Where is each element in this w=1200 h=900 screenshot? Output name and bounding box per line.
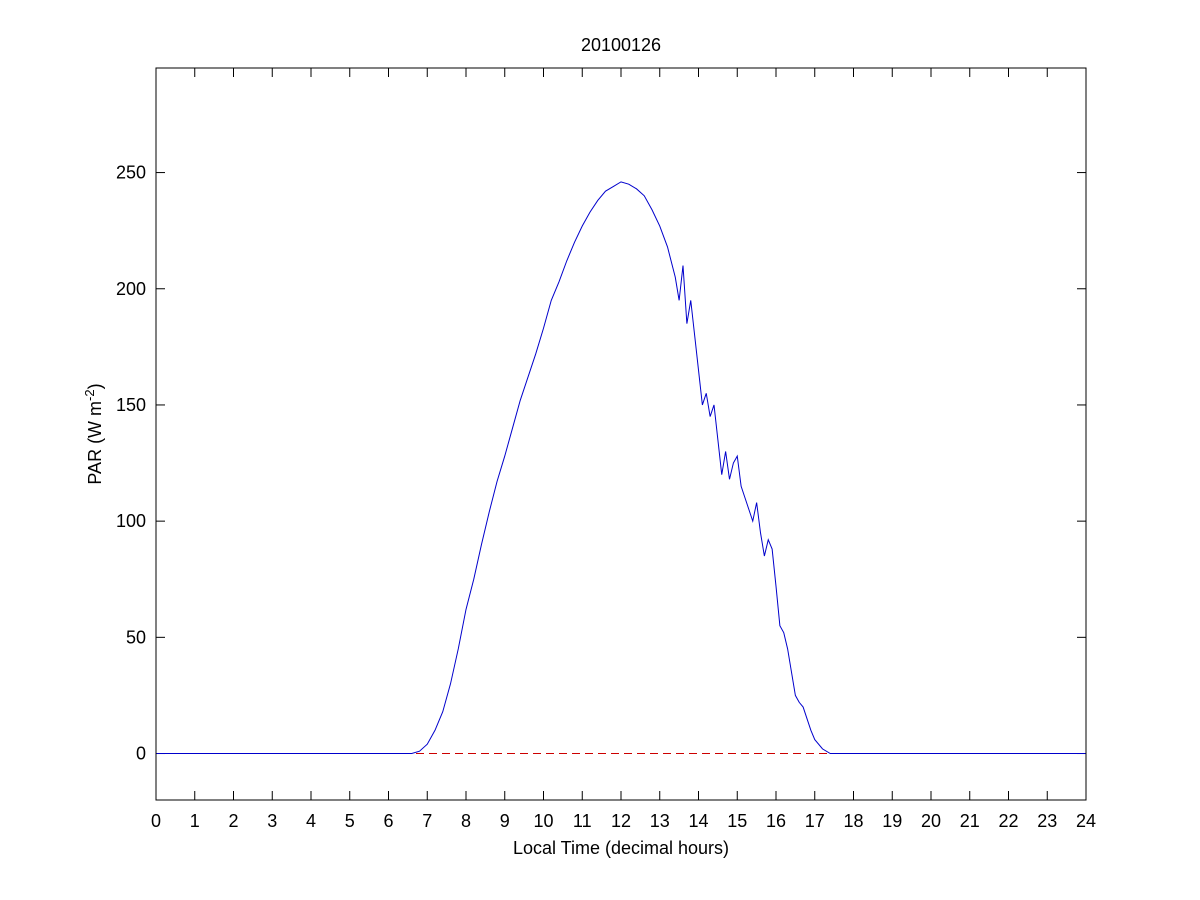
x-axis-label: Local Time (decimal hours): [513, 838, 729, 858]
x-tick-label: 4: [306, 811, 316, 831]
y-axis-ticks: 0 50 100 150 200 250: [116, 163, 1086, 764]
y-tick-label: 250: [116, 163, 146, 183]
x-tick-label: 12: [611, 811, 631, 831]
x-tick-label: 24: [1076, 811, 1096, 831]
x-tick-label: 17: [805, 811, 825, 831]
plot-area: [156, 68, 1086, 800]
x-tick-label: 1: [190, 811, 200, 831]
x-tick-label: 3: [267, 811, 277, 831]
axes-box: [155, 67, 1087, 801]
y-tick-label: 50: [126, 627, 146, 647]
x-tick-label: 5: [345, 811, 355, 831]
y-axis-label-prefix: PAR (W m: [85, 401, 105, 485]
chart-title: 20100126: [581, 35, 661, 55]
y-axis-label: PAR (W m-2): [82, 383, 105, 484]
x-tick-label: 23: [1037, 811, 1057, 831]
x-tick-label: 22: [998, 811, 1018, 831]
y-tick-label: 100: [116, 511, 146, 531]
x-tick-label: 9: [500, 811, 510, 831]
x-tick-label: 21: [960, 811, 980, 831]
y-axis-label-suffix: ): [85, 383, 105, 389]
x-tick-label: 0: [151, 811, 161, 831]
x-tick-label: 19: [882, 811, 902, 831]
x-tick-label: 14: [688, 811, 708, 831]
x-tick-label: 10: [533, 811, 553, 831]
x-tick-label: 15: [727, 811, 747, 831]
x-axis-ticks: 0 1 2 3 4 5 6 7 8 9 10 11 12 13 14 15 16 17 18 19 20 21 22 23 24: [151, 68, 1096, 831]
x-tick-label: 16: [766, 811, 786, 831]
x-tick-label: 2: [228, 811, 238, 831]
x-tick-label: 6: [383, 811, 393, 831]
x-tick-label: 11: [573, 811, 592, 831]
x-tick-label: 13: [650, 811, 670, 831]
x-tick-label: 8: [461, 811, 471, 831]
x-tick-label: 7: [422, 811, 432, 831]
y-tick-label: 0: [136, 744, 146, 764]
par-series-line: [156, 181, 1086, 755]
y-tick-label: 200: [116, 279, 146, 299]
x-tick-label: 18: [843, 811, 863, 831]
y-tick-label: 150: [116, 395, 146, 415]
x-tick-label: 20: [921, 811, 941, 831]
y-axis-label-superscript: -2: [82, 389, 97, 401]
